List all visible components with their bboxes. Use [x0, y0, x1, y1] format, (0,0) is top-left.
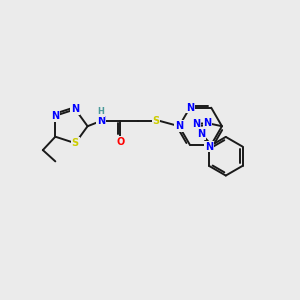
Text: N: N	[197, 129, 206, 139]
Text: O: O	[116, 137, 124, 147]
Text: S: S	[152, 116, 160, 126]
Text: N: N	[51, 111, 59, 121]
Text: N: N	[175, 121, 183, 131]
Text: H: H	[98, 107, 104, 116]
Text: N: N	[97, 116, 105, 126]
Text: N: N	[186, 103, 194, 113]
Text: N: N	[192, 119, 201, 129]
Text: N: N	[205, 142, 213, 152]
Text: N: N	[204, 118, 212, 128]
Text: N: N	[71, 104, 79, 114]
Text: S: S	[72, 138, 79, 148]
